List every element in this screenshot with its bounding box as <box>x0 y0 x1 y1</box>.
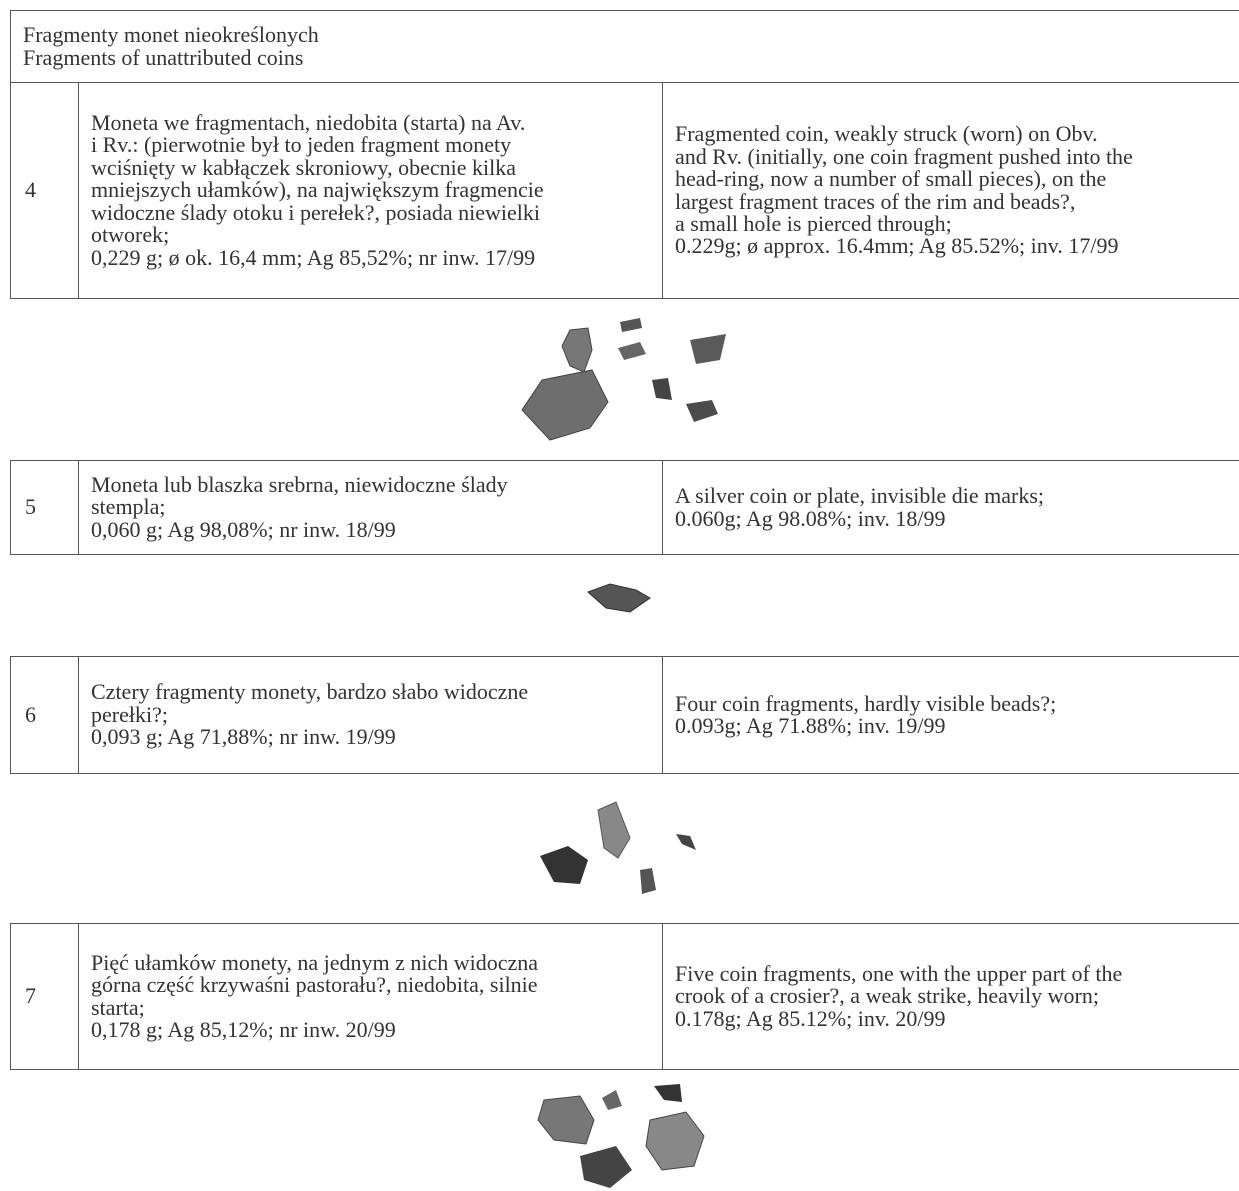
text-line: i Rv.: (pierwotnie był to jeden fragment… <box>91 132 512 158</box>
header-cell: Fragmenty monet nieokreślonych Fragments … <box>10 10 1239 83</box>
coin-photo <box>537 1084 705 1188</box>
coin-photo <box>587 583 651 613</box>
text-line: and Rv. (initially, one coin fragment pu… <box>675 143 1133 169</box>
polish-cell: Moneta we fragmentach, niedobita (starta… <box>78 82 663 299</box>
text-line: widoczne ślady otoku i perełek?, posiada… <box>91 199 541 225</box>
text-line: górna część krzywaśni pastorału?, niedob… <box>91 972 538 998</box>
text-line: head-ring, now a number of small pieces)… <box>675 166 1107 192</box>
text-line: 0.093g; Ag 71.88%; inv. 19/99 <box>675 713 946 738</box>
text-line: 5 <box>25 494 36 520</box>
text-line: 4 <box>25 177 36 203</box>
text-line: Fragments of unattributed coins <box>23 44 304 70</box>
text-line: Four coin fragments, hardly visible bead… <box>675 690 1057 716</box>
english-cell: A silver coin or plate, invisible die ma… <box>662 460 1239 555</box>
text-line: Moneta we fragmentach, niedobita (starta… <box>91 110 526 136</box>
text-line: Fragmenty monet nieokreślonych <box>23 22 319 48</box>
text-line: Pięć ułamków monety, na jednym z nich wi… <box>91 949 539 975</box>
english-cell: Four coin fragments, hardly visible bead… <box>662 656 1239 774</box>
text-line: 0.060g; Ag 98.08%; inv. 18/99 <box>675 505 946 531</box>
text-line: largest fragment traces of the rim and b… <box>675 188 1076 214</box>
polish-cell: Pięć ułamków monety, na jednym z nich wi… <box>78 923 663 1070</box>
text-line: otworek; <box>91 222 170 248</box>
coin-photo <box>540 801 696 894</box>
number-cell: 6 <box>10 656 79 774</box>
text-line: 0,229 g; ø ok. 16,4 mm; Ag 85,52%; nr in… <box>91 244 536 270</box>
text-line: wciśnięty w kabłączek skroniowy, obecnie… <box>91 154 516 180</box>
text-line: 0.178g; Ag 85.12%; inv. 20/99 <box>675 1005 946 1031</box>
polish-cell: Cztery fragmenty monety, bardzo słabo wi… <box>78 656 663 774</box>
text-line: 7 <box>25 983 36 1009</box>
coin-photo <box>521 318 726 441</box>
text-line: 0,060 g; Ag 98,08%; nr inw. 18/99 <box>91 516 396 542</box>
number-cell: 5 <box>10 460 79 555</box>
text-line: crook of a crosier?, a weak strike, heav… <box>675 983 1099 1009</box>
text-line: a small hole is pierced through; <box>675 210 952 236</box>
text-line: 0,178 g; Ag 85,12%; nr inw. 20/99 <box>91 1016 396 1042</box>
text-line: Moneta lub blaszka srebrna, niewidoczne … <box>91 471 508 497</box>
text-line: 6 <box>25 701 36 727</box>
text-line: mniejszych ułamków), na największym frag… <box>91 177 544 203</box>
text-line: Five coin fragments, one with the upper … <box>675 960 1123 986</box>
number-cell: 4 <box>10 82 79 299</box>
text-line: 0,093 g; Ag 71,88%; nr inw. 19/99 <box>91 724 396 750</box>
text-line: A silver coin or plate, invisible die ma… <box>675 483 1045 509</box>
polish-cell: Moneta lub blaszka srebrna, niewidoczne … <box>78 460 663 555</box>
text-line: Fragmented coin, weakly struck (worn) on… <box>675 121 1098 147</box>
text-line: Cztery fragmenty monety, bardzo słabo wi… <box>91 679 529 705</box>
english-cell: Fragmented coin, weakly struck (worn) on… <box>662 82 1239 299</box>
text-line: 0.229g; ø approx. 16.4mm; Ag 85.52%; inv… <box>675 233 1119 259</box>
text-line: perełki?; <box>91 701 168 727</box>
text-line: stempla; <box>91 494 166 520</box>
number-cell: 7 <box>10 923 79 1070</box>
english-cell: Five coin fragments, one with the upper … <box>662 923 1239 1070</box>
text-line: starta; <box>91 994 145 1020</box>
